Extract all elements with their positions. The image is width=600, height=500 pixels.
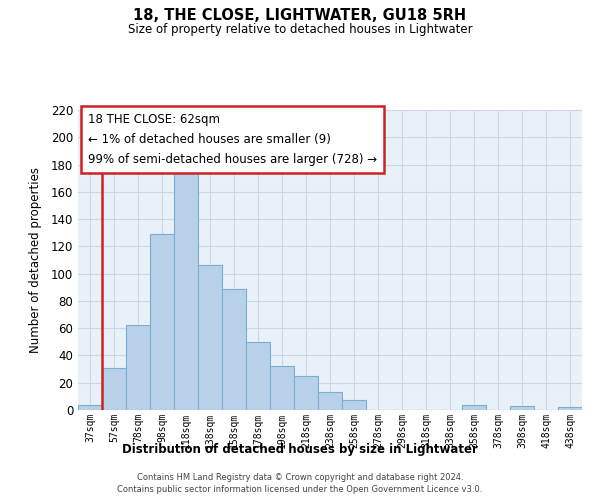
Text: Size of property relative to detached houses in Lightwater: Size of property relative to detached ho… [128,22,472,36]
Text: Contains public sector information licensed under the Open Government Licence v3: Contains public sector information licen… [118,485,482,494]
Bar [102,368,126,410]
Bar [342,400,366,410]
Text: 18 THE CLOSE: 62sqm
← 1% of detached houses are smaller (9)
99% of semi-detached: 18 THE CLOSE: 62sqm ← 1% of detached hou… [88,113,377,166]
Bar [246,342,270,410]
Bar [270,366,294,410]
Bar [294,376,318,410]
Text: 18, THE CLOSE, LIGHTWATER, GU18 5RH: 18, THE CLOSE, LIGHTWATER, GU18 5RH [133,8,467,22]
Bar [198,266,222,410]
Bar [558,408,582,410]
Bar [78,404,102,410]
Bar [150,234,174,410]
Bar [222,288,246,410]
Bar [462,404,486,410]
Y-axis label: Number of detached properties: Number of detached properties [29,167,43,353]
Bar [510,406,534,410]
Bar [174,163,198,410]
Bar [126,326,150,410]
Bar [318,392,342,410]
Text: Contains HM Land Registry data © Crown copyright and database right 2024.: Contains HM Land Registry data © Crown c… [137,472,463,482]
Text: Distribution of detached houses by size in Lightwater: Distribution of detached houses by size … [122,442,478,456]
